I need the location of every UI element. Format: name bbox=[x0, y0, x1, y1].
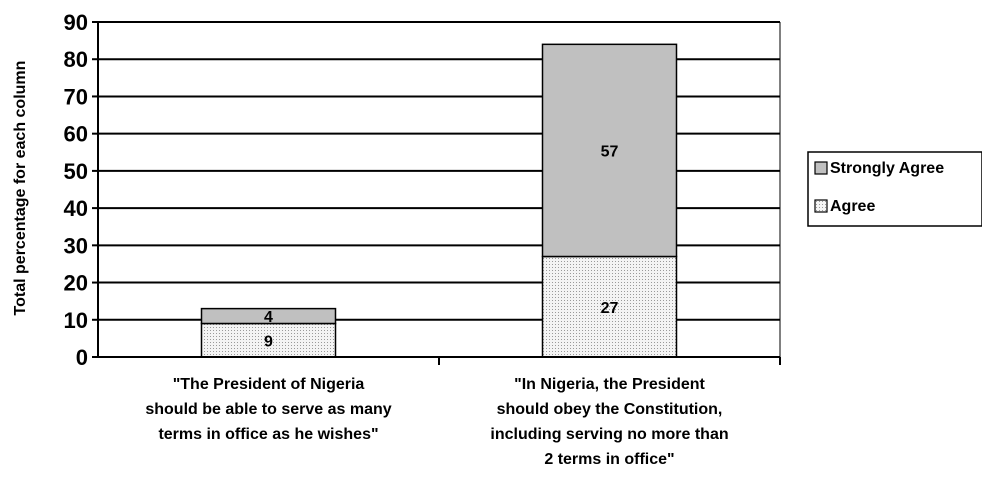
x-category-label-line: 2 terms in office" bbox=[544, 451, 674, 468]
x-category-labels: "The President of Nigeria should be able … bbox=[145, 376, 728, 468]
x-category-label-line: "The President of Nigeria bbox=[173, 376, 365, 393]
y-tick-label: 30 bbox=[64, 233, 88, 258]
y-tick-label: 0 bbox=[76, 345, 88, 370]
y-tick-label: 80 bbox=[64, 47, 88, 72]
x-category-label-line: should obey the Constitution, bbox=[497, 401, 723, 418]
axes bbox=[92, 21, 781, 365]
legend: Strongly Agree Agree bbox=[807, 151, 982, 227]
y-tick-label: 90 bbox=[64, 10, 88, 35]
legend-label: Agree bbox=[830, 198, 875, 215]
data-label: 4 bbox=[264, 309, 273, 326]
data-label: 57 bbox=[601, 143, 619, 160]
legend-swatch bbox=[814, 199, 828, 213]
bar-segment bbox=[541, 43, 678, 258]
legend-box bbox=[807, 151, 982, 227]
y-tick-label: 20 bbox=[64, 271, 88, 296]
legend-label: Strongly Agree bbox=[830, 160, 944, 177]
y-tick-label: 70 bbox=[64, 84, 88, 109]
data-label: 27 bbox=[601, 300, 619, 317]
bars: 9 4 27 57 bbox=[200, 43, 678, 358]
x-category-label-line: "In Nigeria, the President bbox=[514, 376, 705, 393]
y-tick-label: 40 bbox=[64, 196, 88, 221]
gridlines bbox=[98, 21, 780, 321]
y-axis-title: Total percentage for each column bbox=[12, 61, 29, 316]
x-category-label-line: terms in office as he wishes" bbox=[158, 426, 378, 443]
y-tick-labels: 0 10 20 30 40 50 60 70 80 90 bbox=[64, 10, 88, 370]
data-label: 9 bbox=[264, 333, 273, 350]
y-tick-label: 50 bbox=[64, 159, 88, 184]
x-category-label-line: should be able to serve as many bbox=[145, 401, 391, 418]
x-category-label-line: including serving no more than bbox=[490, 426, 728, 443]
bar-segment bbox=[200, 307, 337, 325]
legend-swatch bbox=[814, 161, 828, 175]
y-tick-label: 10 bbox=[64, 308, 88, 333]
y-tick-label: 60 bbox=[64, 122, 88, 147]
